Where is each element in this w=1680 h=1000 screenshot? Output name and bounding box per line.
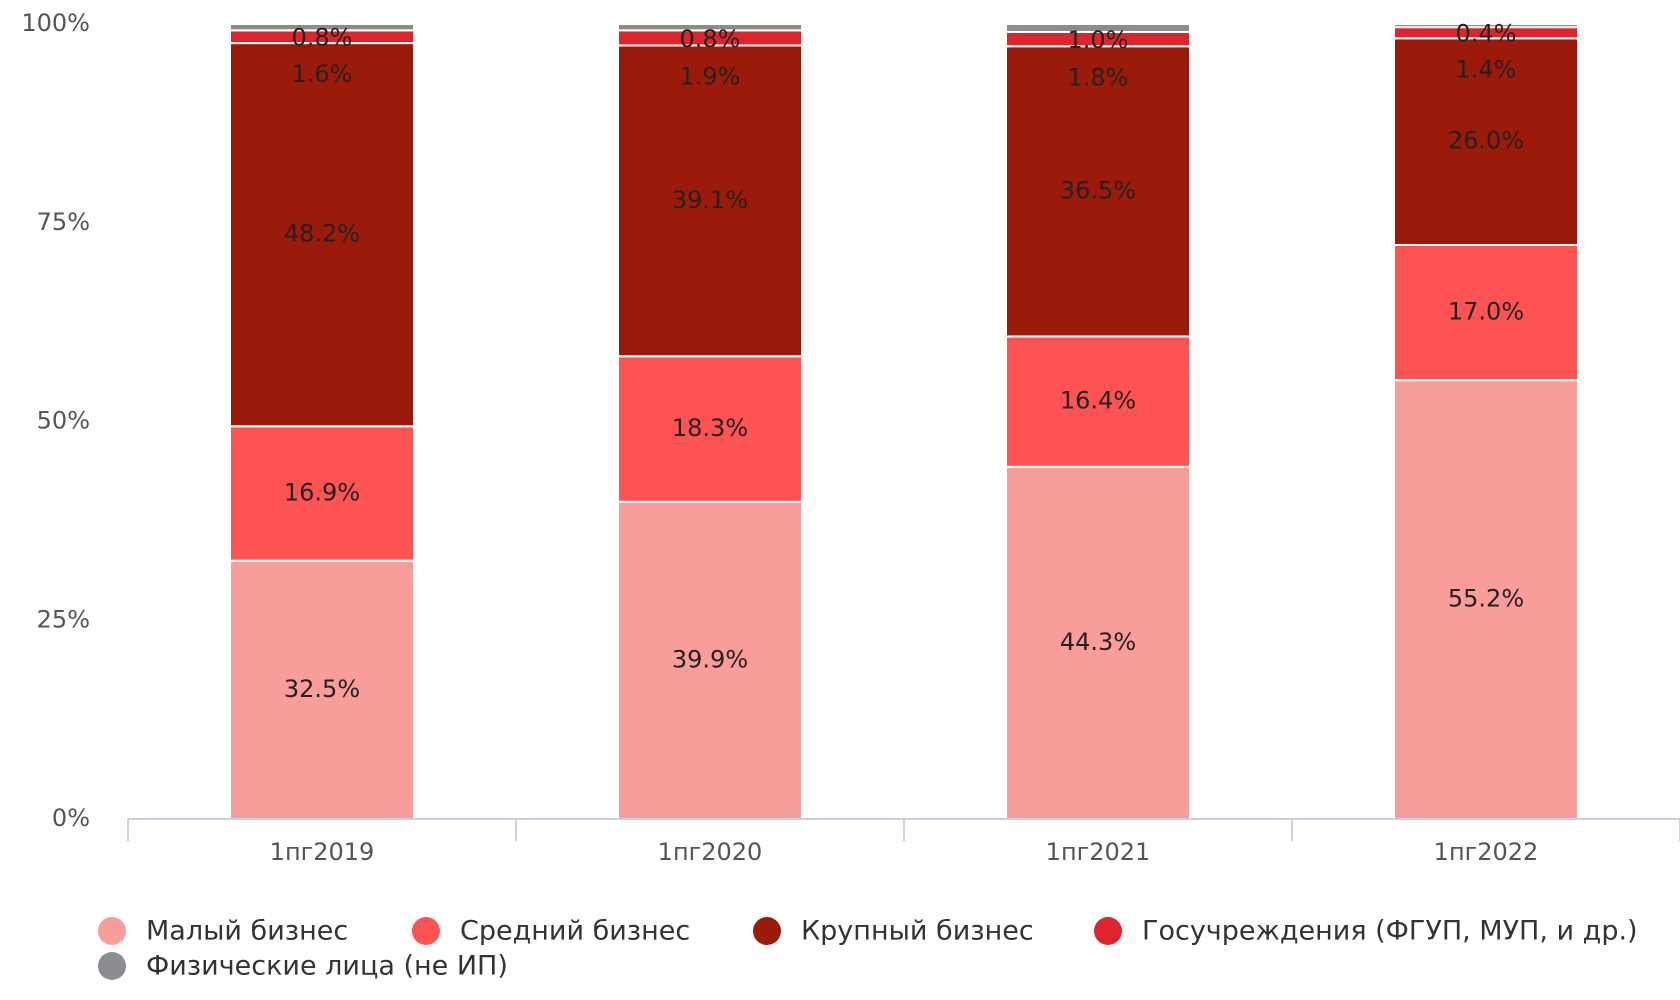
- y-tick-label: 50%: [37, 407, 90, 435]
- bar-segment: [1393, 244, 1579, 382]
- bar-segment: [617, 23, 803, 32]
- y-tick-label: 100%: [21, 9, 90, 37]
- x-tick-label: 1пг2021: [1046, 838, 1151, 866]
- data-label: 39.1%: [672, 186, 748, 214]
- y-tick-label: 25%: [37, 605, 90, 633]
- data-label: 17.0%: [1448, 298, 1524, 326]
- data-label: 0.4%: [1456, 20, 1517, 48]
- legend-label: Малый бизнес: [146, 916, 348, 947]
- data-label: 1.4%: [1456, 55, 1517, 83]
- data-label: 32.5%: [284, 675, 360, 703]
- bar-segment: [1005, 45, 1191, 338]
- bar-segment: [1005, 23, 1191, 33]
- x-tick-label: 1пг2020: [658, 838, 763, 866]
- data-label: 18.3%: [672, 414, 748, 442]
- legend-swatch: [1094, 917, 1122, 945]
- legend-swatch: [753, 917, 781, 945]
- data-label: 44.3%: [1060, 628, 1136, 656]
- legend-label: Госучреждения (ФГУП, МУП, и др.): [1142, 916, 1638, 947]
- bar-segment: [617, 44, 803, 358]
- data-label: 1.8%: [1068, 63, 1129, 91]
- legend-swatch: [98, 917, 126, 945]
- bar-segment: [617, 355, 803, 503]
- bar-segment: [229, 425, 415, 562]
- data-label: 48.2%: [284, 220, 360, 248]
- data-label: 26.0%: [1448, 127, 1524, 155]
- y-tick-label: 0%: [52, 804, 90, 832]
- bar-segment: [229, 559, 415, 820]
- legend-label: Крупный бизнес: [801, 916, 1034, 947]
- data-label: 36.5%: [1060, 176, 1136, 204]
- x-tick-label: 1пг2019: [270, 838, 375, 866]
- bar-segment: [1005, 335, 1191, 468]
- data-label: 1.0%: [1068, 26, 1129, 54]
- legend-label: Средний бизнес: [460, 916, 690, 947]
- data-label: 39.9%: [672, 645, 748, 673]
- bar-segment: [1393, 379, 1579, 820]
- data-label: 0.8%: [292, 24, 353, 52]
- data-label: 1.6%: [292, 60, 353, 88]
- legend-swatch: [412, 917, 440, 945]
- bar-segment: [1393, 37, 1579, 247]
- x-tick-label: 1пг2022: [1434, 838, 1539, 866]
- bar-segment: [1393, 23, 1579, 29]
- bar-segment: [1005, 465, 1191, 820]
- legend-label: Физические лица (не ИП): [146, 951, 508, 982]
- data-label: 1.9%: [680, 62, 741, 90]
- y-tick-label: 75%: [37, 208, 90, 236]
- bar-segment: [229, 23, 415, 32]
- data-label: 55.2%: [1448, 585, 1524, 613]
- data-label: 16.4%: [1060, 387, 1136, 415]
- data-label: 16.9%: [284, 478, 360, 506]
- legend-swatch: [98, 952, 126, 980]
- data-label: 0.8%: [680, 25, 741, 53]
